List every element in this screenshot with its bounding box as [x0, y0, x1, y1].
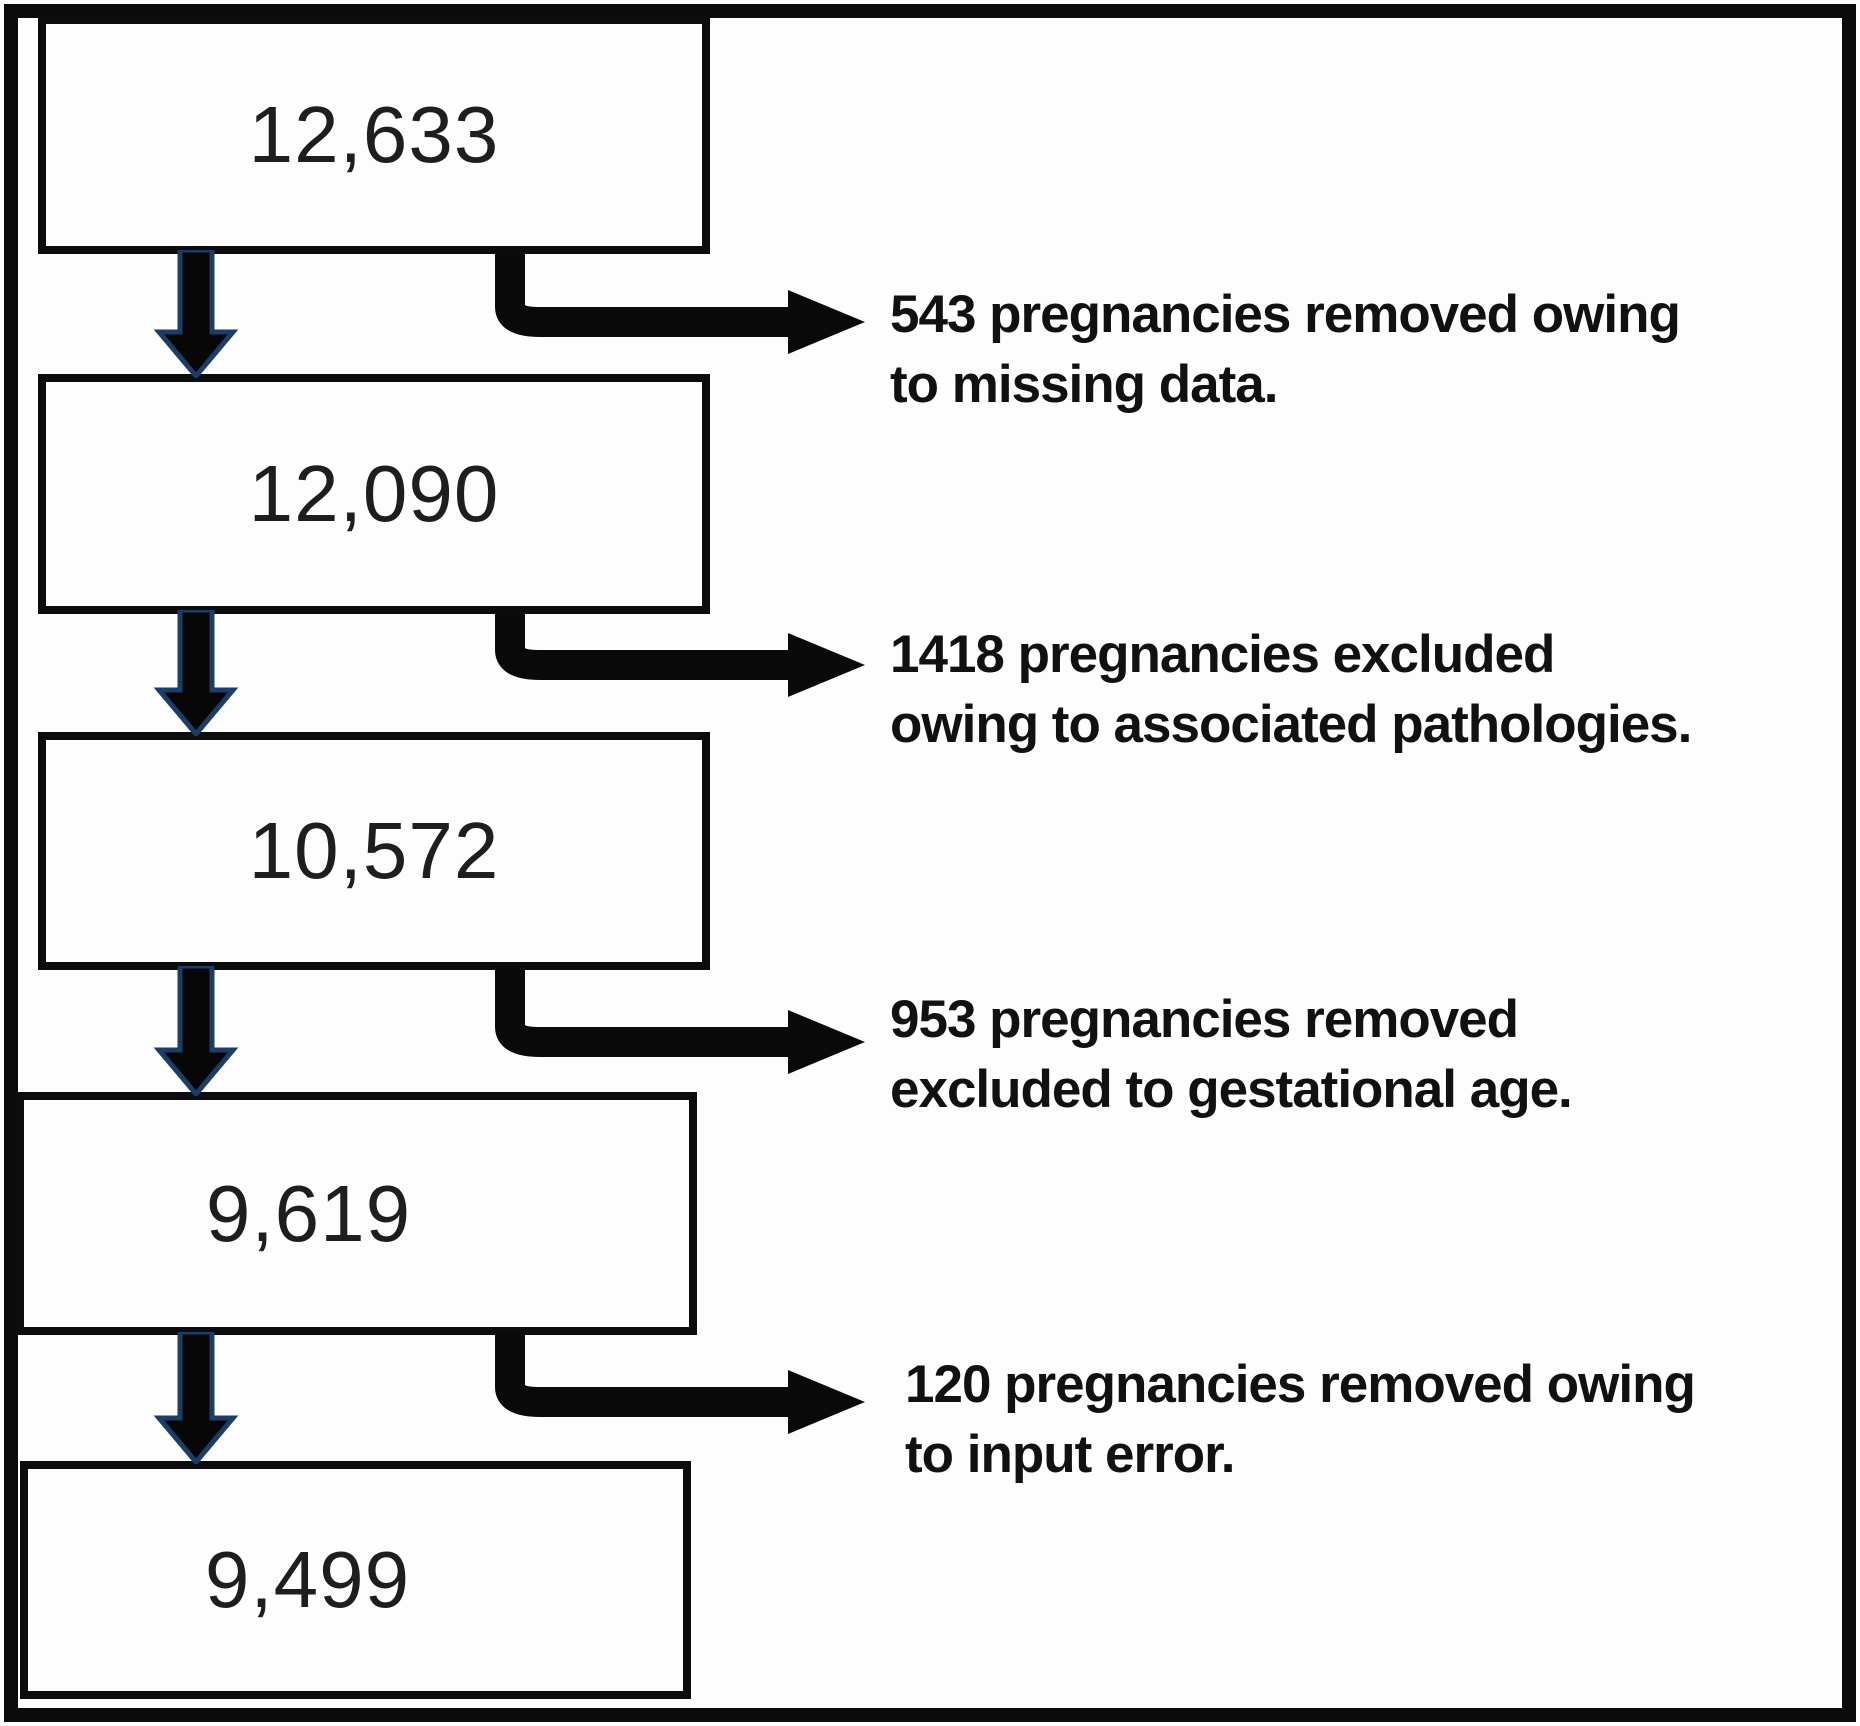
flow-box-3: 10,572 [38, 732, 710, 970]
exclusion-note-2-line2: owing to associated pathologies. [890, 695, 1692, 754]
flow-box-5: 9,499 [20, 1461, 691, 1699]
exclusion-note-2: 1418 pregnancies excluded owing to assoc… [890, 620, 1850, 760]
flow-box-1: 12,633 [38, 16, 710, 254]
box-1-count: 12,633 [248, 90, 500, 179]
down-arrow-icon-3 [151, 966, 241, 1096]
elbow-arrow-icon-3 [493, 966, 873, 1096]
exclusion-note-4-line2: to input error. [905, 1425, 1236, 1484]
flow-box-4: 9,619 [16, 1092, 697, 1335]
box-5-count: 9,499 [204, 1535, 411, 1624]
exclusion-note-1: 543 pregnancies removed owing to missing… [890, 280, 1850, 420]
elbow-arrow-icon-2 [493, 610, 873, 740]
exclusion-note-4: 120 pregnancies removed owing to input e… [905, 1350, 1860, 1490]
box-3-count: 10,572 [248, 806, 500, 895]
exclusion-note-4-line1: 120 pregnancies removed owing [905, 1355, 1696, 1414]
figure-border-frame [4, 4, 1856, 1722]
elbow-arrow-icon-4 [493, 1332, 873, 1462]
exclusion-note-3-line1: 953 pregnancies removed [890, 990, 1519, 1049]
exclusion-note-1-line1: 543 pregnancies removed owing [890, 285, 1681, 344]
down-arrow-icon-2 [151, 610, 241, 736]
flow-box-2: 12,090 [38, 374, 710, 614]
elbow-arrow-icon-1 [493, 250, 873, 380]
exclusion-note-2-line1: 1418 pregnancies excluded [890, 625, 1555, 684]
exclusion-note-1-line2: to missing data. [890, 355, 1278, 414]
box-2-count: 12,090 [248, 449, 500, 538]
box-4-count: 9,619 [205, 1168, 412, 1258]
down-arrow-icon-1 [151, 250, 241, 378]
exclusion-note-3: 953 pregnancies removed excluded to gest… [890, 985, 1850, 1125]
exclusion-note-3-line2: excluded to gestational age. [890, 1060, 1573, 1119]
down-arrow-icon-4 [151, 1332, 241, 1464]
